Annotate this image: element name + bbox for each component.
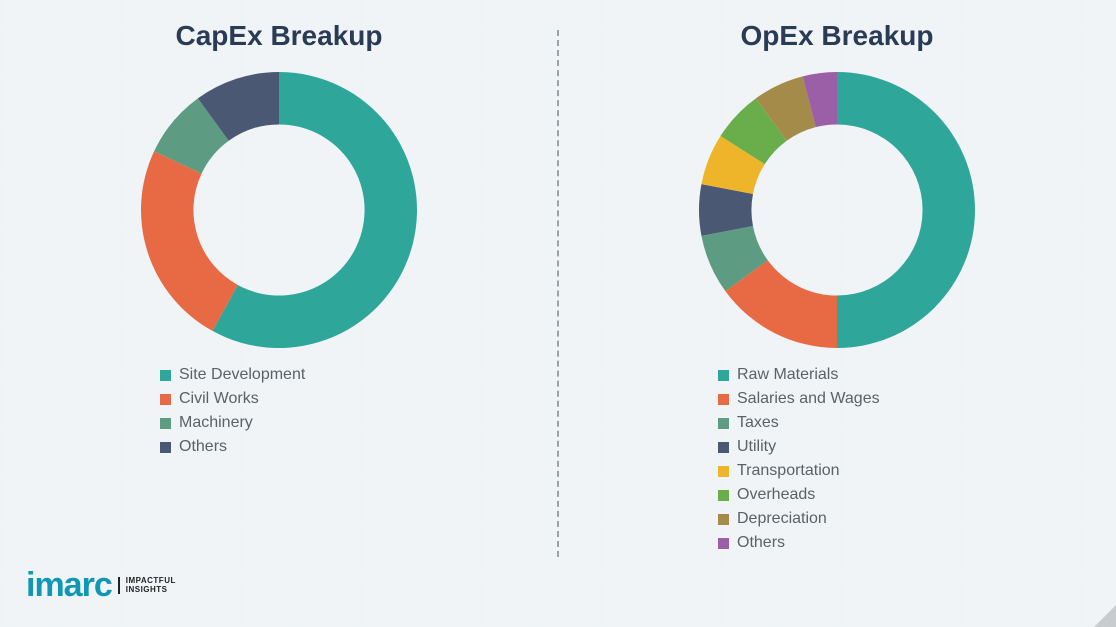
legend-label: Transportation — [737, 462, 840, 480]
legend-swatch — [718, 538, 729, 549]
corner-fold-icon — [1094, 605, 1116, 627]
legend-swatch — [160, 394, 171, 405]
legend-item: Transportation — [718, 462, 880, 480]
legend-swatch — [718, 466, 729, 477]
legend-swatch — [718, 442, 729, 453]
legend-item: Raw Materials — [718, 366, 880, 384]
capex-donut-svg — [129, 60, 429, 360]
legend-item: Civil Works — [160, 390, 305, 408]
logo-tagline-line2: INSIGHTS — [126, 585, 168, 594]
opex-panel: OpEx Breakup Raw Materials Salaries and W… — [558, 0, 1116, 627]
legend-item: Others — [160, 438, 305, 456]
logo-brand-text: imarc — [26, 566, 112, 605]
legend-label: Others — [179, 438, 227, 456]
legend-item: Salaries and Wages — [718, 390, 880, 408]
capex-panel: CapEx Breakup Site Development Civil Work… — [0, 0, 558, 627]
legend-swatch — [718, 514, 729, 525]
legend-swatch — [718, 418, 729, 429]
logo-tagline: IMPACTFUL INSIGHTS — [118, 577, 176, 595]
donut-segment — [837, 72, 975, 348]
legend-swatch — [718, 394, 729, 405]
legend-item: Others — [718, 534, 880, 552]
legend-label: Site Development — [179, 366, 305, 384]
capex-title: CapEx Breakup — [176, 20, 383, 52]
opex-donut — [687, 60, 987, 360]
legend-item: Depreciation — [718, 510, 880, 528]
legend-swatch — [160, 442, 171, 453]
legend-swatch — [718, 370, 729, 381]
legend-item: Taxes — [718, 414, 880, 432]
legend-item: Overheads — [718, 486, 880, 504]
legend-item: Machinery — [160, 414, 305, 432]
legend-swatch — [160, 370, 171, 381]
legend-label: Overheads — [737, 486, 815, 504]
legend-label: Machinery — [179, 414, 253, 432]
donut-segment — [141, 151, 238, 331]
opex-legend: Raw Materials Salaries and Wages Taxes Util… — [718, 366, 880, 552]
legend-label: Utility — [737, 438, 776, 456]
opex-title: OpEx Breakup — [741, 20, 934, 52]
legend-label: Salaries and Wages — [737, 390, 880, 408]
panel-divider — [557, 30, 559, 557]
legend-swatch — [718, 490, 729, 501]
opex-donut-svg — [687, 60, 987, 360]
legend-label: Depreciation — [737, 510, 827, 528]
capex-legend: Site Development Civil Works Machinery Othe… — [160, 366, 305, 456]
charts-container: CapEx Breakup Site Development Civil Work… — [0, 0, 1116, 627]
legend-label: Others — [737, 534, 785, 552]
legend-label: Raw Materials — [737, 366, 838, 384]
legend-item: Site Development — [160, 366, 305, 384]
legend-swatch — [160, 418, 171, 429]
capex-donut — [129, 60, 429, 360]
brand-logo: imarc IMPACTFUL INSIGHTS — [26, 566, 176, 605]
legend-item: Utility — [718, 438, 880, 456]
logo-tagline-line1: IMPACTFUL — [126, 576, 176, 585]
legend-label: Civil Works — [179, 390, 259, 408]
legend-label: Taxes — [737, 414, 779, 432]
